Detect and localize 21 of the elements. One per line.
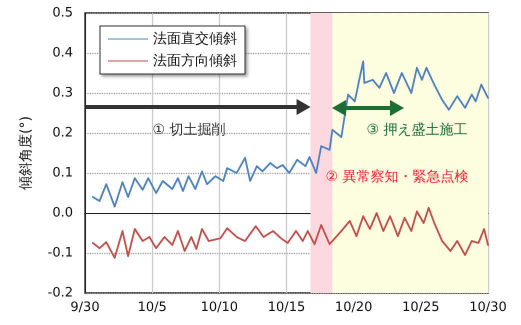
legend-label: 法面直交傾斜 <box>153 31 237 47</box>
y-axis-title: 傾斜角度(°) <box>18 116 34 190</box>
x-tick-label: 10/15 <box>268 300 306 315</box>
x-tick-label: 10/20 <box>334 300 372 315</box>
y-tick-label: 0.0 <box>52 206 73 220</box>
x-tick-label: 10/25 <box>402 300 440 315</box>
y-tick-label: -0.1 <box>48 246 73 260</box>
legend-label: 法面方向傾斜 <box>153 53 237 69</box>
y-tick-label: 0.2 <box>52 126 73 140</box>
annotation: ① 切土掘削 <box>152 122 226 138</box>
x-tick-label: 10/10 <box>200 300 238 315</box>
x-tick-label: 9/30 <box>70 300 100 315</box>
y-tick-label: 0.3 <box>52 86 73 100</box>
x-tick-label: 10/30 <box>469 300 507 315</box>
annotation: ② 異常察知・緊急点検 <box>325 169 469 185</box>
y-tick-label: 0.1 <box>52 166 73 180</box>
annotation: ③ 押え盛土施工 <box>366 122 468 138</box>
x-tick-label: 10/5 <box>138 300 167 315</box>
y-tick-label: 0.4 <box>52 46 73 60</box>
y-tick-label: 0.5 <box>52 6 73 20</box>
y-tick-label: -0.2 <box>48 286 73 300</box>
